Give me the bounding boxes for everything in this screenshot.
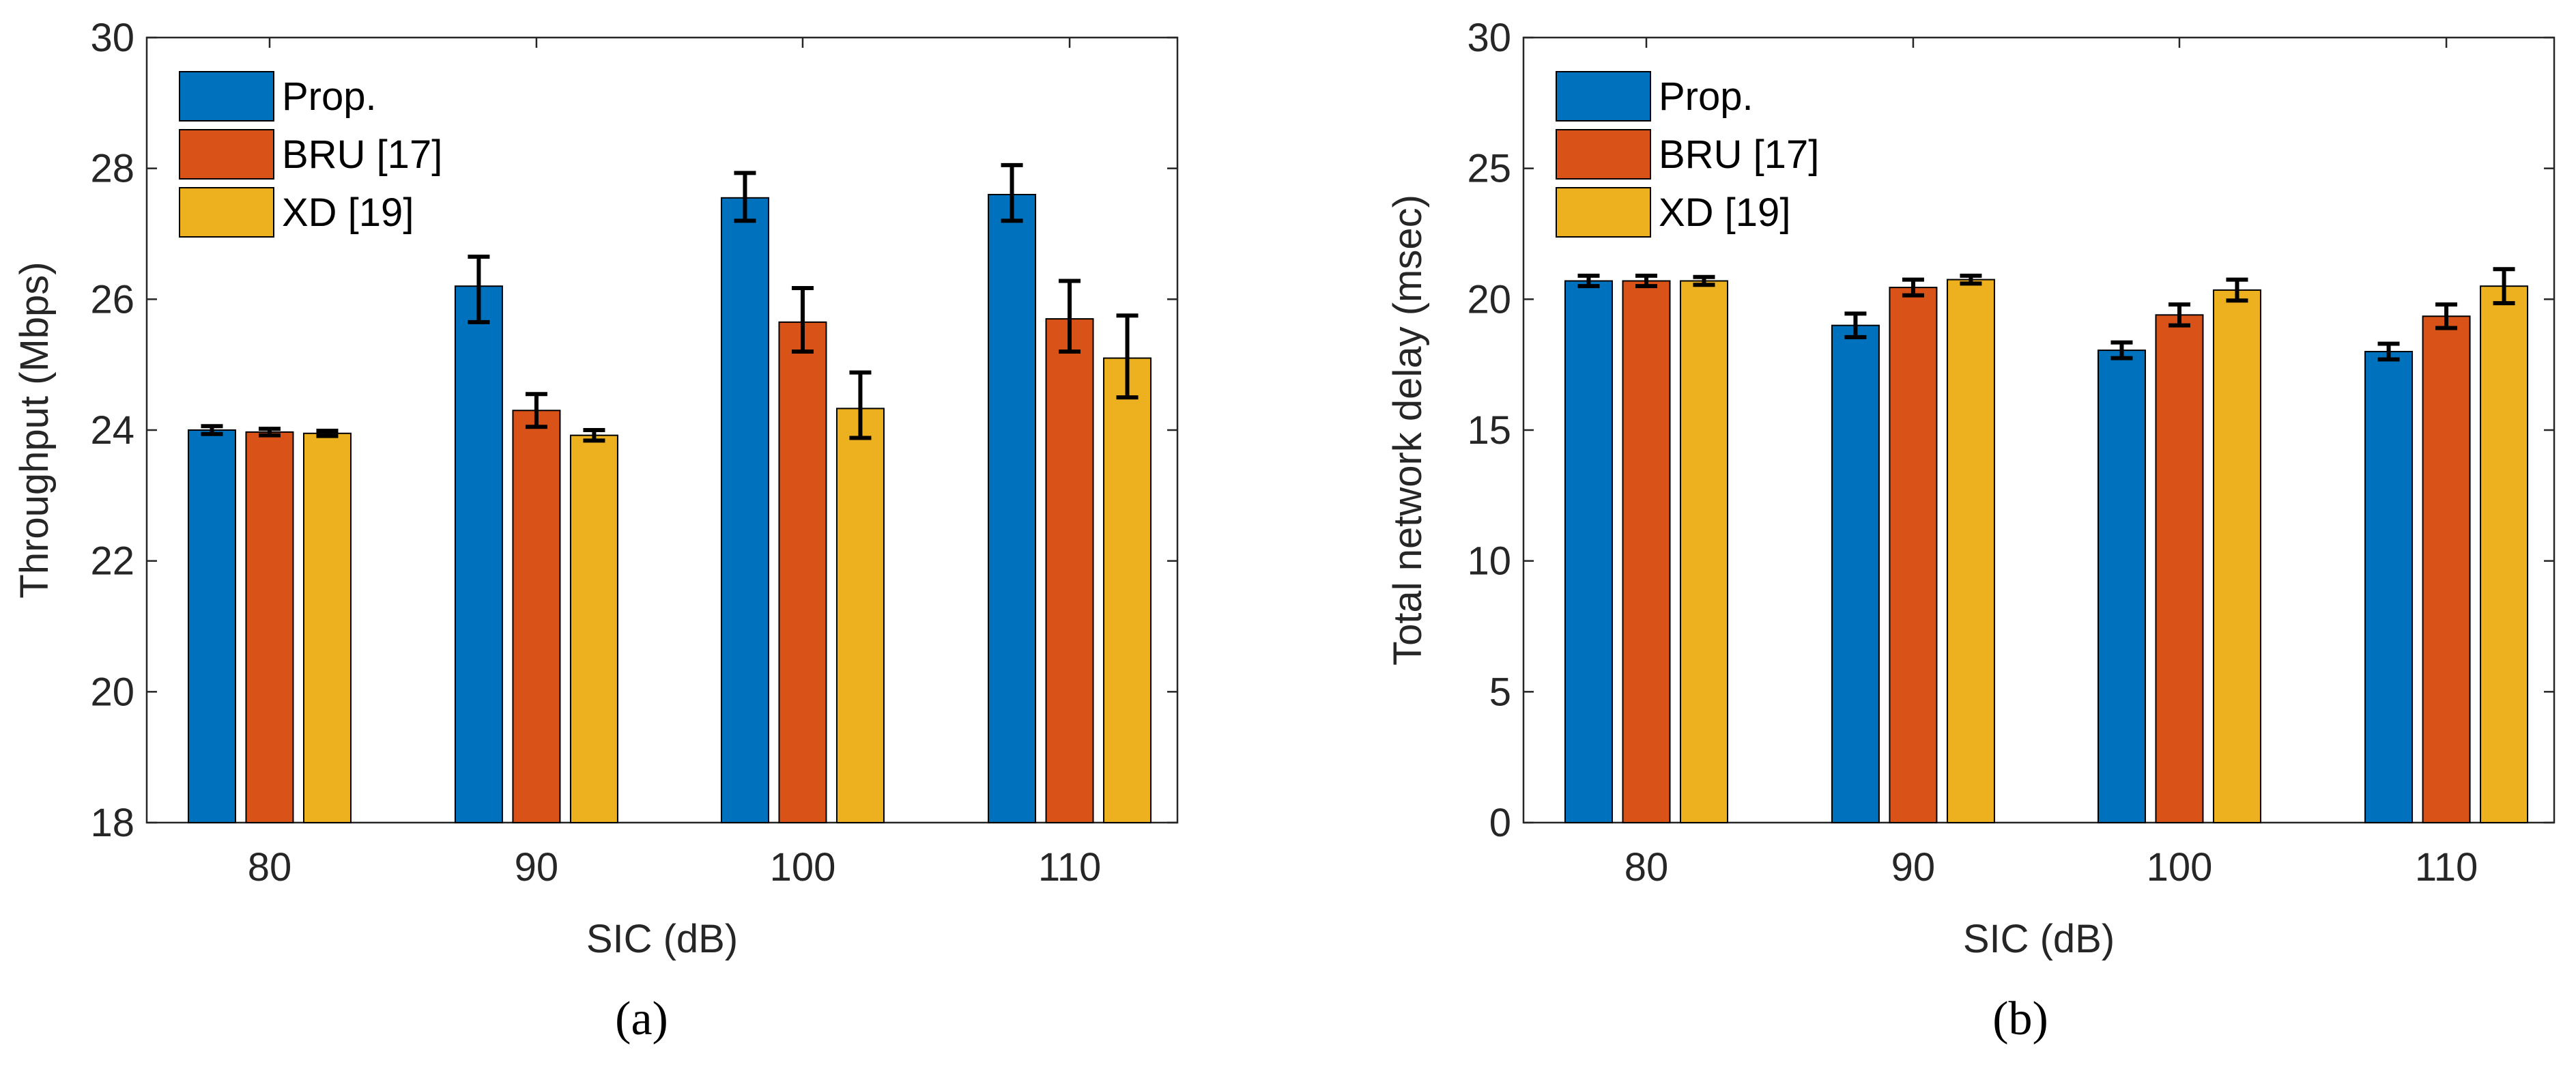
panel-a-x-ticks: 80 90 100 110 — [248, 38, 1101, 890]
panel-b-x-axis-label: SIC (dB) — [1963, 917, 2115, 961]
panel-a-bar-1-0 — [245, 431, 294, 823]
panel-b-ytick-label-3: 15 — [1467, 408, 1511, 453]
panel-a-ytick-label-3: 24 — [90, 408, 134, 453]
panel-b-bars — [1564, 279, 2529, 824]
panel-b-ytick-label-5: 25 — [1467, 147, 1511, 191]
panel-a-legend-swatch-1 — [179, 129, 274, 180]
panel-a-xtick-label-1: 90 — [515, 845, 559, 890]
panel-a-legend-swatch-2 — [179, 187, 274, 238]
panel-b-legend-swatch-1 — [1556, 129, 1651, 180]
panel-a-bar-1-1 — [512, 410, 561, 823]
panel-a-bar-0-3 — [988, 194, 1037, 823]
panel-a-legend-swatch-0 — [179, 71, 274, 122]
panel-b-legend-label-0: Prop. — [1659, 74, 1754, 119]
panel-b-bar-2-3 — [2480, 285, 2529, 823]
panel-a-ytick-label-1: 20 — [90, 670, 134, 714]
panel-b-y-ticks: 0 5 10 15 20 25 30 — [1467, 16, 2554, 845]
panel-b-legend-label-2: XD [19] — [1659, 190, 1790, 235]
panel-b-legend-label-1: BRU [17] — [1659, 132, 1819, 177]
panel-a-y-axis-label: Throughput (Mbps) — [12, 261, 57, 598]
panel-b-bar-0-2 — [2097, 350, 2146, 823]
panel-b-bar-1-2 — [2155, 314, 2204, 824]
panel-b-caption: (b) — [1992, 993, 2048, 1045]
panel-a-bar-0-2 — [720, 197, 769, 823]
panel-a-legend-label-2: XD [19] — [282, 190, 414, 235]
panel-b-xtick-label-1: 90 — [1891, 845, 1936, 890]
panel-a-ytick-label-5: 28 — [90, 147, 134, 191]
panel-b-ytick-label-1: 5 — [1489, 670, 1511, 714]
panel-a-xtick-label-2: 100 — [770, 845, 836, 890]
panel-b-bar-2-0 — [1679, 280, 1728, 823]
panel-a-legend-label-0: Prop. — [282, 74, 377, 119]
panel-a-y-ticks: 18 20 22 24 26 28 30 — [90, 16, 1177, 845]
panel-b-x-ticks: 80 90 100 110 — [1625, 38, 2478, 890]
panel-a-xtick-label-3: 110 — [1038, 845, 1101, 890]
panel-a-legend-label-1: BRU [17] — [282, 132, 442, 177]
panel-b-bar-0-1 — [1831, 324, 1880, 823]
panel-a-bar-1-3 — [1045, 318, 1094, 824]
panel-b-xtick-label-2: 100 — [2147, 845, 2213, 890]
panel-a-ytick-label-2: 22 — [90, 539, 134, 584]
panel-b-xtick-label-0: 80 — [1625, 845, 1669, 890]
panel-b-legend-swatch-2 — [1556, 187, 1651, 238]
panel-a-ytick-label-4: 26 — [90, 277, 134, 322]
panel-b-ytick-label-4: 20 — [1467, 277, 1511, 322]
panel-a-ytick-label-0: 18 — [90, 801, 134, 845]
panel-a-x-axis-label: SIC (dB) — [586, 917, 738, 961]
panel-b-y-axis-label: Total network delay (msec) — [1386, 195, 1430, 666]
panel-b-legend-swatch-0 — [1556, 71, 1651, 122]
panel-b-bar-1-3 — [2422, 315, 2471, 823]
panel-b-bar-2-1 — [1946, 279, 1995, 824]
panel-a-error-bars — [201, 162, 1139, 443]
panel-b-ytick-label-0: 0 — [1489, 801, 1511, 845]
panel-a-legend: Prop. BRU [17] XD [19] — [179, 71, 442, 238]
panel-a-caption: (a) — [615, 993, 668, 1045]
panel-a-bar-2-2 — [835, 408, 885, 823]
panel-b-bar-1-0 — [1622, 280, 1671, 823]
panel-a-bar-2-0 — [302, 432, 352, 823]
panel-a-bar-1-2 — [778, 321, 827, 823]
panel-b-bar-1-1 — [1889, 287, 1938, 824]
panel-a: 18 20 22 24 26 28 30 80 90 100 110 SIC (dB) Throu… — [12, 16, 1179, 1045]
panel-b-error-bars — [1577, 267, 2515, 362]
panel-b-legend: Prop. BRU [17] XD [19] — [1556, 71, 1819, 238]
panel-b-ytick-label-6: 30 — [1467, 16, 1511, 60]
panel-a-xtick-label-0: 80 — [248, 845, 292, 890]
panel-a-bar-2-1 — [569, 434, 618, 823]
panel-b-ytick-label-2: 10 — [1467, 539, 1511, 584]
panel-b-bar-2-2 — [2212, 289, 2261, 823]
panel-a-ytick-label-6: 30 — [90, 16, 134, 60]
panel-a-bar-0-1 — [454, 285, 503, 823]
panel-b-bar-0-3 — [2364, 351, 2414, 823]
panel-b: 0 5 10 15 20 25 30 80 90 100 110 SIC (dB) Total n… — [1386, 16, 2556, 1045]
panel-a-bar-0-0 — [187, 429, 236, 823]
panel-a-bars — [187, 194, 1152, 824]
panel-b-bar-0-0 — [1564, 280, 1613, 823]
panel-b-xtick-label-3: 110 — [2415, 845, 2478, 890]
panel-a-bar-2-3 — [1103, 357, 1152, 823]
